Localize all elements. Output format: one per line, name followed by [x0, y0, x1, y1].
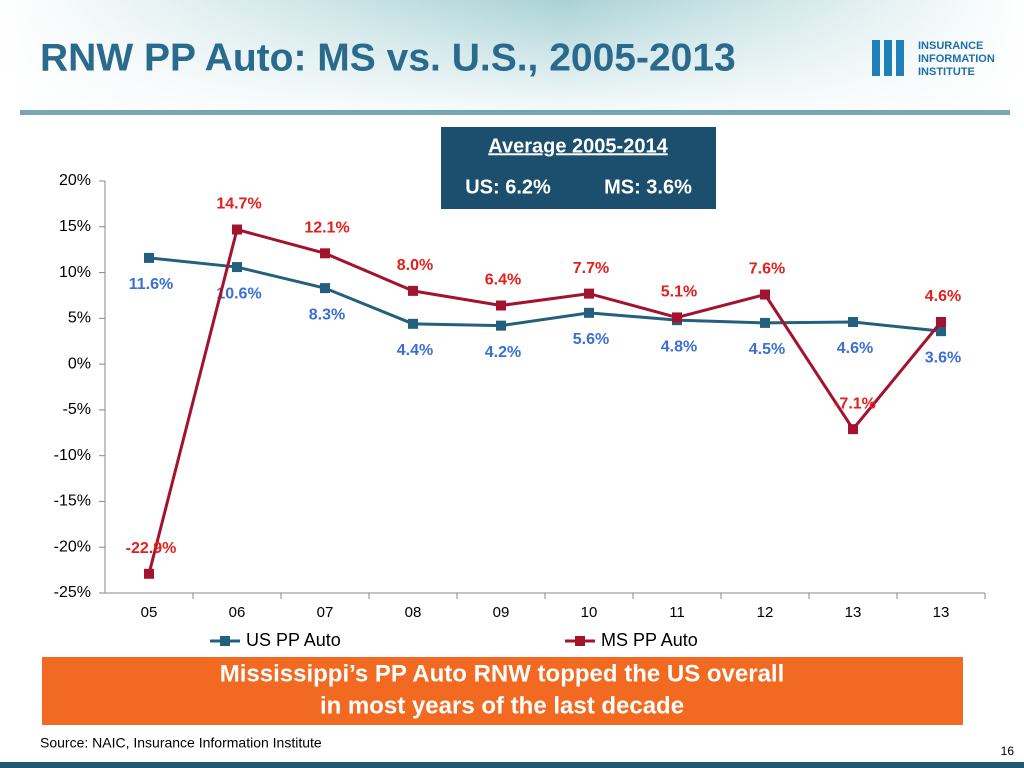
point-marker	[936, 326, 946, 337]
x-tick-label: 11	[669, 604, 685, 621]
point-marker	[848, 424, 858, 435]
point-marker	[672, 312, 682, 323]
x-tick-label: 06	[229, 604, 246, 621]
point-marker	[848, 316, 858, 327]
data-label: 4.6%	[925, 288, 961, 305]
slide-title: RNW PP Auto: MS vs. U.S., 2005-2013	[40, 36, 736, 79]
plot: -25% -20% -15% -10% -5% 0% 5% 10% 15% 20% 05 06 07 08…	[54, 172, 986, 650]
callout-ms: MS: 3.6%	[604, 176, 692, 198]
data-label: 7.7%	[573, 260, 609, 277]
y-tick-label: 5%	[68, 310, 91, 327]
data-label: 4.6%	[837, 340, 873, 357]
x-tick-label: 10	[581, 604, 598, 621]
point-marker	[320, 283, 330, 294]
data-label: 8.3%	[309, 306, 345, 323]
data-label: 4.2%	[485, 344, 521, 361]
y-tick-label: 20%	[59, 172, 91, 189]
x-tick-label: 07	[317, 604, 334, 621]
logo: INSURANCE INFORMATION INSTITUTE	[872, 40, 995, 78]
logo-text: INSTITUTE	[918, 66, 975, 78]
data-label: -22.9%	[126, 540, 177, 557]
y-tick-label: -5%	[63, 401, 91, 418]
header-fade	[0, 0, 1024, 112]
point-marker	[760, 289, 770, 300]
point-marker	[232, 224, 242, 235]
point-marker	[232, 262, 242, 273]
data-label: 4.4%	[397, 342, 433, 359]
x-tick-label: 12	[757, 604, 774, 621]
x-tick-label: 13	[845, 604, 862, 621]
callout-us: US: 6.2%	[465, 176, 551, 198]
source: Source: NAIC, Insurance Information Inst…	[40, 735, 322, 751]
banner	[42, 657, 963, 725]
banner-text: in most years of the last decade	[320, 692, 684, 719]
series-line	[147, 227, 943, 575]
y-tick-label: -20%	[54, 538, 91, 555]
point-marker	[408, 318, 418, 329]
header-rule	[20, 110, 1010, 115]
y-tick-label: -15%	[54, 493, 91, 510]
data-label: 6.4%	[485, 272, 521, 289]
point-marker	[760, 317, 770, 328]
y-tick-label: -10%	[54, 447, 91, 464]
banner-text: Mississippi’s PP Auto RNW topped the US …	[220, 660, 785, 687]
data-label: 4.8%	[661, 338, 697, 355]
page-number: 16	[1001, 744, 1015, 758]
data-label: 12.1%	[304, 220, 349, 237]
legend-marker	[220, 636, 230, 646]
logo-bar	[896, 40, 904, 76]
footer-band	[0, 762, 1024, 768]
point-marker	[584, 307, 594, 318]
x-tick-label: 13	[933, 604, 950, 621]
data-label: 10.6%	[216, 285, 261, 302]
legend-marker	[575, 636, 585, 646]
logo-bar	[884, 40, 892, 76]
logo-text: INFORMATION	[918, 53, 995, 65]
y-tick-label: 0%	[68, 355, 91, 372]
y-tick-label: -25%	[54, 584, 91, 601]
point-marker	[144, 568, 154, 579]
x-tick-label: 05	[141, 604, 158, 621]
y-tick-label: 15%	[59, 218, 91, 235]
point-marker	[144, 252, 154, 263]
data-label: 3.6%	[925, 349, 961, 366]
callout-box	[441, 127, 716, 209]
point-marker	[408, 285, 418, 296]
point-marker	[936, 316, 946, 327]
callout-heading: Average 2005-2014	[488, 135, 668, 157]
data-label: 7.6%	[749, 261, 785, 278]
logo-bar	[872, 40, 880, 76]
x-tick-label: 08	[405, 604, 422, 621]
data-label: 4.5%	[749, 341, 785, 358]
point-marker	[496, 300, 506, 311]
x-tick-label: 09	[493, 604, 510, 621]
point-marker	[496, 320, 506, 331]
data-label: 14.7%	[216, 196, 261, 213]
data-label: -7.1%	[834, 395, 876, 412]
data-label: 5.6%	[573, 331, 609, 348]
data-label: 11.6%	[129, 276, 173, 293]
point-marker	[584, 288, 594, 299]
legend-label: US PP Auto	[246, 630, 341, 650]
legend-label: MS PP Auto	[601, 630, 698, 650]
y-tick-label: 10%	[59, 264, 91, 281]
callout: Average 2005-2014 US: 6.2% MS: 3.6%	[441, 127, 716, 209]
series-line	[148, 256, 942, 333]
data-label: 5.1%	[661, 284, 697, 301]
logo-text: INSURANCE	[918, 40, 983, 52]
point-marker	[320, 248, 330, 259]
data-label: 8.0%	[397, 257, 433, 274]
